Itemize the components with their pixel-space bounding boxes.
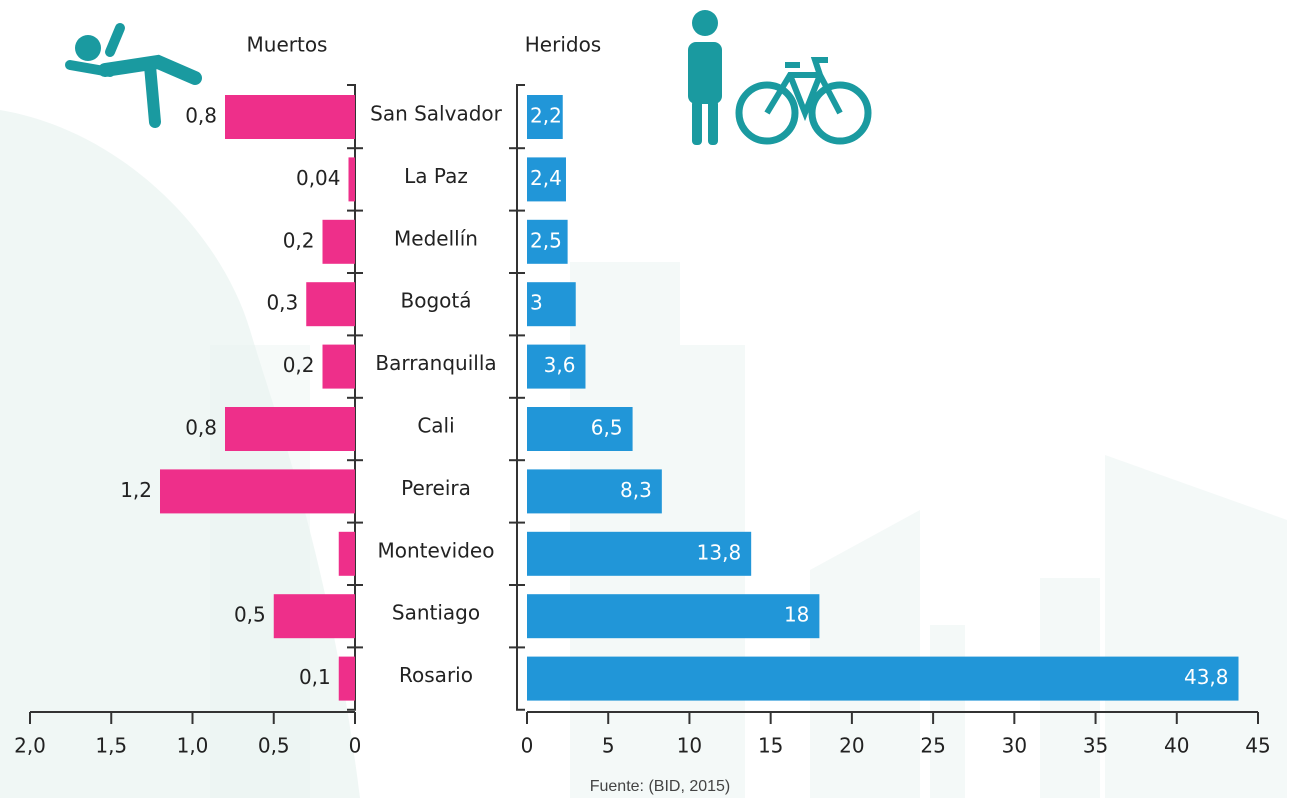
x-tick-label: 1,5 — [95, 734, 127, 758]
value-label: 0,2 — [283, 353, 315, 377]
x-tick-label: 0 — [521, 734, 534, 758]
value-label: 43,8 — [1184, 665, 1229, 689]
x-tick-label: 2,0 — [14, 734, 46, 758]
x-tick-label: 5 — [602, 734, 615, 758]
x-tick-label: 20 — [839, 734, 864, 758]
value-label: 0,8 — [185, 104, 217, 128]
bar — [160, 469, 355, 513]
value-label: 0,1 — [299, 665, 331, 689]
value-label: 13,8 — [697, 540, 742, 564]
bar — [349, 157, 356, 201]
bar — [225, 407, 355, 451]
value-label: 6,5 — [591, 416, 623, 440]
source: Fuente: (BID, 2015) — [590, 778, 731, 795]
x-tick-label: 10 — [677, 734, 702, 758]
value-label: 1,2 — [120, 478, 152, 502]
value-label: 0,2 — [283, 228, 315, 252]
value-label: 0,04 — [296, 166, 341, 190]
bar — [527, 657, 1239, 701]
bar — [339, 657, 355, 701]
category-label: Bogotá — [401, 289, 472, 313]
category-label: Pereira — [401, 476, 471, 500]
x-tick-label: 30 — [1002, 734, 1027, 758]
category-label: Cali — [417, 414, 454, 438]
bar — [527, 594, 819, 638]
x-tick-label: 0 — [349, 734, 362, 758]
value-label: 2,5 — [530, 228, 562, 252]
x-tick-label: 1,0 — [177, 734, 209, 758]
x-tick-label: 45 — [1245, 734, 1270, 758]
bar — [323, 345, 356, 389]
bar — [274, 594, 355, 638]
x-tick-label: 35 — [1083, 734, 1108, 758]
x-tick-label: 40 — [1164, 734, 1189, 758]
panel-title: Muertos — [247, 33, 328, 57]
value-label: 3 — [530, 291, 543, 315]
category-label: Montevideo — [378, 538, 495, 562]
value-label: 0,8 — [185, 416, 217, 440]
category-label: San Salvador — [370, 102, 503, 126]
value-label: 18 — [784, 603, 809, 627]
category-label: Santiago — [392, 601, 480, 625]
faller-icon — [70, 28, 195, 122]
value-label: 2,2 — [530, 104, 562, 128]
injured-icon — [688, 10, 868, 145]
value-label: 0,3 — [266, 291, 298, 315]
chart: Muertos Heridos Fuente: (BID, 2015) San … — [0, 0, 1297, 798]
value-label: 3,6 — [544, 353, 576, 377]
bar — [225, 95, 355, 139]
category-label: Barranquilla — [375, 351, 496, 375]
bar — [323, 220, 356, 264]
panel-title: Heridos — [525, 33, 601, 57]
category-label: La Paz — [404, 164, 468, 188]
category-label: Medellín — [394, 226, 478, 250]
bar — [306, 282, 355, 326]
value-label: 8,3 — [620, 478, 652, 502]
bar — [339, 532, 355, 576]
x-tick-label: 25 — [920, 734, 945, 758]
value-label: 2,4 — [530, 166, 562, 190]
x-tick-label: 15 — [758, 734, 783, 758]
category-label: Rosario — [399, 663, 473, 687]
value-label: 0,5 — [234, 603, 266, 627]
x-tick-label: 0,5 — [258, 734, 290, 758]
